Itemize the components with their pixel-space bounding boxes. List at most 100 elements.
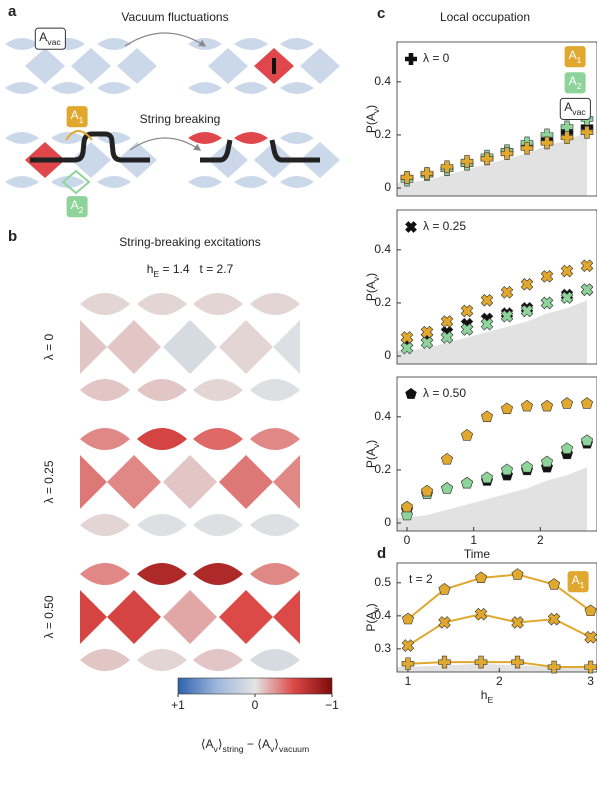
heat-cell xyxy=(273,590,300,644)
y-tick-label: 0 xyxy=(384,348,391,362)
colorbar-label: ⟨Av⟩string − ⟨Av⟩vacuum xyxy=(201,737,309,754)
panel-label: a xyxy=(8,3,17,20)
y-tick-label: 0.4 xyxy=(374,74,391,88)
text-part: P(A xyxy=(364,448,378,468)
heat-cell xyxy=(80,590,107,644)
colorbar-tick-label: 0 xyxy=(252,698,259,712)
marker xyxy=(548,578,559,589)
marker xyxy=(501,403,512,414)
heat-cell xyxy=(80,455,107,509)
lattice-site xyxy=(300,48,340,84)
heat-cell xyxy=(107,320,161,374)
heat-cell xyxy=(250,428,300,450)
marker xyxy=(481,411,492,422)
lattice-site xyxy=(280,132,314,144)
marker xyxy=(541,456,552,467)
text-part: ) xyxy=(364,273,378,277)
marker xyxy=(579,281,596,298)
heat-cell xyxy=(219,320,273,374)
lattice-site xyxy=(5,132,39,144)
marker xyxy=(401,501,412,512)
text-part: − ⟨A xyxy=(244,737,270,751)
y-tick-label: 0.4 xyxy=(374,242,391,256)
lattice-site xyxy=(280,38,314,50)
lattice-site xyxy=(234,82,268,94)
marker xyxy=(399,637,416,654)
marker xyxy=(436,614,453,631)
lattice-site xyxy=(117,48,157,84)
text-part: P(A xyxy=(364,281,378,301)
marker xyxy=(539,294,556,311)
heat-cell xyxy=(80,320,107,374)
heat-cell xyxy=(250,379,300,401)
lattice-site xyxy=(71,48,111,84)
text-part: A xyxy=(71,108,79,122)
marker xyxy=(512,569,523,580)
heat-cell xyxy=(137,649,187,671)
x-tick-label: 3 xyxy=(587,674,594,688)
heat-cell xyxy=(137,428,187,450)
heat-cell xyxy=(250,649,300,671)
text-part: ) xyxy=(364,105,378,109)
lattice-site xyxy=(208,48,248,84)
y-tick-label: 0.5 xyxy=(374,575,391,589)
lattice-site xyxy=(234,132,268,144)
lattice-site xyxy=(25,48,65,84)
marker xyxy=(461,477,472,488)
marker xyxy=(479,292,496,309)
heat-cell xyxy=(163,590,217,644)
text-part: string xyxy=(223,744,244,754)
heat-cell xyxy=(193,514,243,536)
lattice-site xyxy=(5,176,39,188)
lattice-site xyxy=(97,38,131,50)
lattice-site xyxy=(280,82,314,94)
heat-cell xyxy=(193,428,243,450)
heat-cell xyxy=(250,563,300,585)
chart-title: Local occupation xyxy=(440,10,530,24)
text-part: 2 xyxy=(577,81,582,91)
heat-cell xyxy=(250,293,300,315)
heat-cell xyxy=(273,320,300,374)
annotation: λ = 0.50 xyxy=(423,386,466,400)
text-part: E xyxy=(487,695,493,705)
heat-cell xyxy=(80,514,130,536)
text-part: 1 xyxy=(79,115,84,125)
chart-title: String-breaking excitations xyxy=(119,235,260,249)
marker xyxy=(581,435,592,446)
heat-cell xyxy=(250,514,300,536)
heat-cell xyxy=(273,455,300,509)
heat-cell xyxy=(107,455,161,509)
marker xyxy=(501,464,512,475)
y-tick-label: 0.3 xyxy=(374,641,391,655)
colorbar-tick-label: −1 xyxy=(325,698,339,712)
y-tick-label: 0.4 xyxy=(374,409,391,423)
lattice-site xyxy=(97,82,131,94)
heat-cell xyxy=(193,379,243,401)
lattice-site xyxy=(51,82,85,94)
annotation-marker xyxy=(405,388,416,399)
text-part: vac xyxy=(572,108,586,118)
row-label: λ = 0.25 xyxy=(42,460,56,503)
heat-cell xyxy=(80,293,130,315)
x-tick-label: 2 xyxy=(496,674,503,688)
heat-cell xyxy=(137,563,187,585)
heat-cell xyxy=(193,563,243,585)
colorbar-tick-label: +1 xyxy=(171,698,185,712)
row-label: λ = 0 xyxy=(42,334,56,361)
text-part: vacuum xyxy=(279,744,309,754)
heat-cell xyxy=(163,320,217,374)
heat-cell xyxy=(80,563,130,585)
panel-label: d xyxy=(377,545,386,562)
marker xyxy=(559,263,576,280)
text-part: A xyxy=(564,100,572,114)
marker xyxy=(473,606,490,623)
text-part: 1 xyxy=(577,55,582,65)
lattice-site xyxy=(234,176,268,188)
marker xyxy=(421,167,433,179)
text-part: A xyxy=(569,48,577,62)
marker xyxy=(421,485,432,496)
heat-cell xyxy=(193,293,243,315)
marker xyxy=(585,605,596,616)
x-tick-label: 1 xyxy=(405,674,412,688)
marker xyxy=(519,276,536,293)
